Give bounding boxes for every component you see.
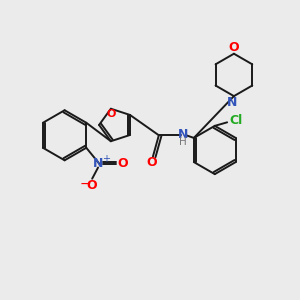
Text: Cl: Cl	[230, 114, 243, 127]
Text: O: O	[146, 156, 157, 169]
Text: O: O	[106, 109, 116, 119]
Text: N: N	[227, 95, 238, 109]
Text: O: O	[229, 41, 239, 54]
Text: −: −	[80, 177, 92, 191]
Text: N: N	[93, 158, 103, 170]
Text: O: O	[87, 179, 98, 192]
Text: O: O	[118, 158, 128, 170]
Text: H: H	[179, 137, 187, 147]
Text: N: N	[178, 128, 188, 141]
Text: +: +	[102, 154, 110, 164]
